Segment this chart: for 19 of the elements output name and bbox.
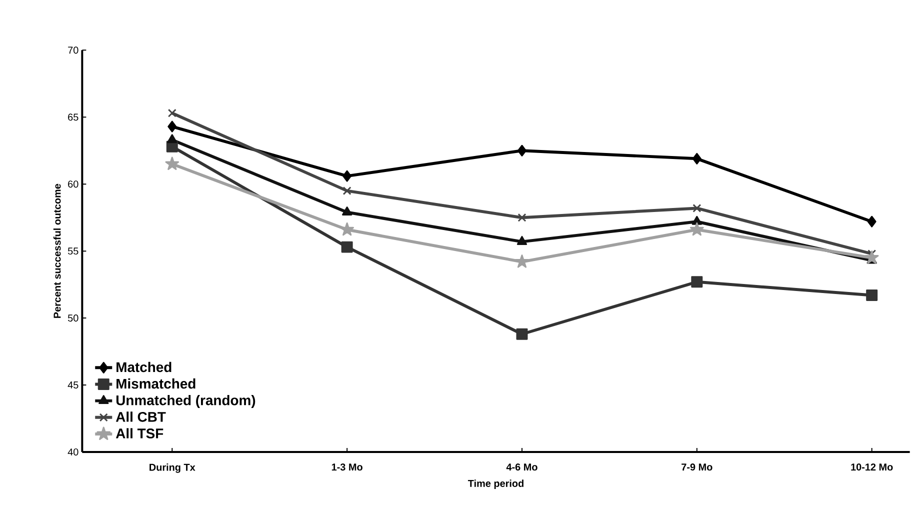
legend-label: Matched [116,362,172,372]
y-axis-title: Percent successful outcome [53,184,61,318]
legend-label: Mismatched [116,378,196,389]
y-tick-label: 65 [68,114,78,121]
y-tick-label: 45 [68,381,78,388]
x-tick-label: 1-3 Mo [332,463,362,470]
y-tick-label: 50 [68,314,78,322]
y-tick-label: 70 [68,46,78,54]
x-axis-title: Time period [468,480,524,489]
legend-label: All CBT [116,412,166,422]
x-tick-label: 10-12 Mo [851,463,893,470]
legend-label: Unmatched (random) [116,394,256,408]
legend-label: All TSF [116,428,164,438]
x-tick-label: 7-9 Mo [682,463,712,470]
y-tick-label: 60 [68,180,78,188]
y-tick-label: 40 [68,448,78,456]
x-tick-label: During Tx [150,463,196,473]
x-tick-label: 4-6 Mo [506,463,538,470]
y-tick-label: 55 [68,248,78,254]
